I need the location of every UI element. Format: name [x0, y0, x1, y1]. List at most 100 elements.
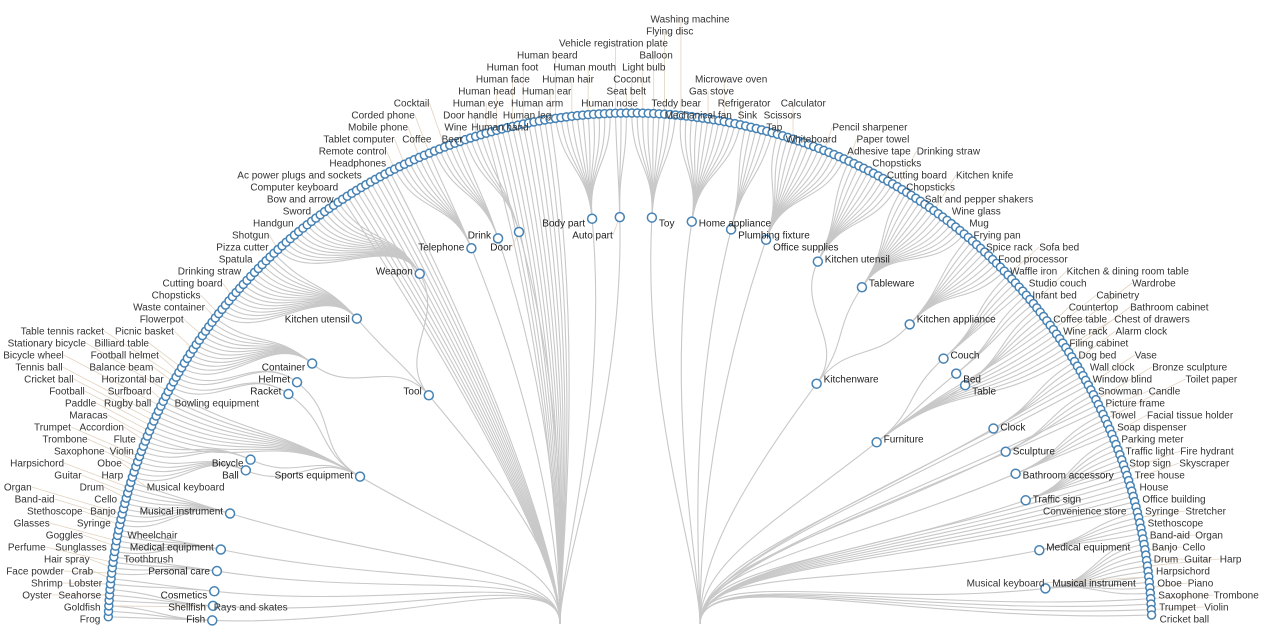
branch-node-circle[interactable] [959, 379, 971, 391]
leaf-label: Cricket ball [1160, 615, 1209, 626]
category-node[interactable] [215, 544, 227, 555]
label-leader-line [108, 605, 214, 608]
branch-node-circle[interactable] [513, 226, 525, 238]
category-node[interactable] [1020, 495, 1031, 506]
category-node[interactable] [240, 465, 252, 476]
label-leader-line [1068, 306, 1131, 353]
category-node[interactable] [207, 615, 218, 626]
branch-node-circle[interactable] [224, 508, 236, 519]
category-node[interactable] [245, 454, 256, 465]
category-node[interactable] [414, 268, 425, 279]
category-node[interactable] [904, 319, 915, 330]
category-node[interactable] [950, 368, 962, 379]
branch-node-circle[interactable] [904, 319, 915, 330]
category-node[interactable] [725, 224, 737, 235]
category-node[interactable] [224, 508, 236, 519]
leaf-label: Cello [94, 495, 117, 506]
category-node[interactable] [351, 313, 363, 324]
category-label: Personal care [148, 567, 210, 578]
category-node[interactable] [513, 226, 525, 238]
leaf-label: Goggles [46, 531, 83, 542]
category-node[interactable] [812, 256, 824, 267]
category-node[interactable] [959, 379, 971, 391]
category-node[interactable] [209, 586, 220, 597]
branch-node-circle[interactable] [240, 465, 252, 476]
category-node[interactable] [211, 565, 223, 577]
category-node[interactable] [686, 216, 698, 227]
hub-node[interactable] [423, 389, 435, 401]
leaf-link [955, 303, 1034, 375]
branch-node-circle[interactable] [614, 211, 626, 223]
category-node[interactable] [988, 423, 999, 434]
branch-node-circle[interactable] [211, 565, 223, 577]
branch-node-circle[interactable] [207, 615, 218, 626]
branch-node-circle[interactable] [725, 224, 737, 235]
hub-node[interactable] [811, 378, 822, 389]
category-node[interactable] [938, 353, 949, 364]
leaf-link [273, 252, 358, 319]
category-node[interactable] [283, 388, 294, 400]
branch-node-circle[interactable] [1010, 468, 1021, 479]
leaf-label: Saxophone [1158, 591, 1209, 602]
branch-node-circle[interactable] [646, 212, 658, 223]
leaf-label: Wine glass [952, 207, 1001, 218]
leaf-node[interactable] [1146, 610, 1157, 620]
branch-node-circle[interactable] [812, 256, 824, 267]
branch-node-circle[interactable] [351, 313, 363, 324]
branch-node-circle[interactable] [245, 454, 256, 465]
branch-node-circle[interactable] [811, 378, 822, 389]
branch-node-circle[interactable] [215, 544, 227, 555]
category-node[interactable] [1034, 544, 1045, 556]
category-label: Body part [542, 219, 585, 230]
hub-node[interactable] [354, 471, 366, 482]
leaf-label: Drum [1154, 555, 1178, 566]
category-node[interactable] [856, 281, 868, 293]
leaf-label: Coconut [613, 75, 650, 86]
category-node[interactable] [466, 243, 477, 254]
label-leader-line [95, 402, 150, 432]
branch-node-circle[interactable] [209, 586, 220, 597]
category-node[interactable] [760, 234, 772, 246]
branch-node-circle[interactable] [686, 216, 698, 227]
category-node[interactable] [614, 211, 626, 223]
category-node[interactable] [586, 213, 598, 224]
label-leader-line [407, 126, 420, 158]
branch-node-circle[interactable] [414, 268, 425, 279]
category-node[interactable] [646, 212, 658, 223]
leaf-link [178, 370, 298, 383]
branch-node-circle[interactable] [354, 471, 366, 482]
branch-node-circle[interactable] [423, 389, 435, 401]
branch-node-circle[interactable] [207, 600, 219, 612]
leaf-node-circle[interactable] [1146, 610, 1157, 620]
branch-node-circle[interactable] [283, 388, 294, 400]
category-node[interactable] [1010, 468, 1021, 479]
branch-node-circle[interactable] [291, 377, 303, 388]
branch-node-circle[interactable] [586, 213, 598, 224]
category-label: Couch [951, 351, 980, 362]
category-node[interactable] [207, 600, 219, 612]
branch-node-circle[interactable] [760, 234, 772, 246]
category-node[interactable] [306, 358, 318, 369]
branch-node-circle[interactable] [306, 358, 318, 369]
branch-node-circle[interactable] [492, 233, 504, 244]
category-node[interactable] [291, 377, 303, 388]
branch-node-circle[interactable] [1040, 583, 1051, 594]
category-label: Door [490, 243, 512, 254]
branch-node-circle[interactable] [988, 423, 999, 434]
branch-node-circle[interactable] [466, 243, 477, 254]
leaf-label: Tree house [1135, 471, 1186, 482]
branch-node-circle[interactable] [856, 281, 868, 293]
leaf-link [403, 164, 472, 249]
branch-node-circle[interactable] [950, 368, 962, 379]
branch-node-circle[interactable] [1000, 446, 1011, 458]
category-node[interactable] [1000, 446, 1011, 458]
category-node[interactable] [492, 233, 504, 244]
category-label: Racket [250, 387, 281, 398]
branch-node-circle[interactable] [1020, 495, 1031, 506]
branch-node-circle[interactable] [1034, 544, 1045, 556]
hub-node[interactable] [871, 437, 882, 448]
branch-node-circle[interactable] [871, 437, 882, 448]
branch-node-circle[interactable] [938, 353, 949, 364]
branch-link [699, 549, 1040, 625]
category-node[interactable] [1040, 583, 1051, 594]
